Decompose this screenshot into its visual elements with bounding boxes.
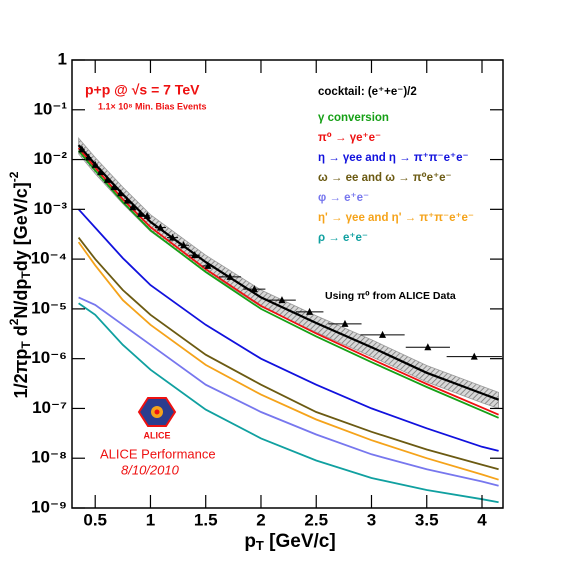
data-point	[103, 175, 111, 183]
alice-logo	[137, 397, 177, 427]
x-axis-label: pT [GeV/c]	[244, 531, 335, 553]
subtitle: 1.1× 10⁸ Min. Bias Events	[98, 101, 207, 111]
y-label-part: -2	[7, 171, 21, 182]
data-point	[250, 285, 258, 293]
data-point	[123, 196, 131, 204]
legend-entry: γ conversion	[318, 112, 389, 124]
data-point	[180, 241, 188, 249]
y-tick-label: 10⁻⁸	[31, 448, 67, 467]
series-line	[77, 237, 499, 471]
series-line	[77, 150, 499, 419]
data-point	[137, 209, 145, 217]
legend-entry: ρ → e⁺e⁻	[318, 232, 368, 244]
x-tick-label: 3	[367, 510, 376, 529]
series-line	[77, 241, 499, 481]
x-tick-label: 2	[256, 510, 265, 529]
x-label-part: T	[256, 538, 264, 553]
data-point	[97, 168, 105, 176]
data-point	[306, 307, 314, 315]
data-point	[278, 296, 286, 304]
x-tick-label: 2.5	[304, 510, 328, 529]
y-label-part: N/dp	[11, 279, 31, 319]
x-tick-label: 4	[477, 510, 487, 529]
series-line	[78, 302, 499, 504]
data-point	[191, 251, 199, 259]
y-label-part: 1/2πp	[11, 349, 31, 399]
y-tick-label: 10⁻³	[33, 199, 67, 218]
legend-entry: ω → ee and ω → π⁰e⁺e⁻	[318, 172, 452, 184]
y-tick-label: 10⁻⁴	[31, 249, 67, 268]
date-label: 8/10/2010	[121, 462, 180, 477]
x-tick-label: 1	[146, 510, 155, 529]
x-label-part: [GeV/c]	[264, 531, 336, 552]
x-tick-label: 0.5	[83, 510, 107, 529]
data-point	[341, 319, 349, 327]
legend-entry: η → γee and η → π⁺π⁻e⁺e⁻	[318, 152, 469, 164]
legend-entry: η' → γee and η' → π⁺π⁻e⁺e⁻	[318, 212, 474, 224]
y-label-part: dy [GeV/c]	[11, 182, 31, 271]
data-point	[424, 343, 432, 351]
series-line	[77, 208, 499, 452]
y-tick-label: 10⁻¹	[33, 99, 67, 118]
data-point	[117, 189, 125, 197]
data-point	[85, 153, 93, 161]
y-label-part: 2	[7, 318, 21, 325]
data-point	[129, 203, 137, 211]
x-tick-label: 1.5	[194, 510, 218, 529]
data-point	[78, 145, 86, 153]
series-line	[78, 296, 499, 487]
y-tick-label: 1	[58, 49, 67, 68]
legend-title: cocktail: (e⁺+e⁻)/2	[318, 86, 417, 98]
y-tick-label: 10⁻⁹	[31, 497, 67, 516]
y-label-part: d	[11, 325, 31, 341]
chart-title: p+p @ √s = 7 TeV	[85, 82, 200, 98]
data-point	[110, 183, 118, 191]
data-point	[156, 223, 164, 231]
data-point	[226, 272, 234, 280]
y-tick-label: 10⁻⁷	[32, 398, 67, 417]
annotation: Using π⁰ from ALICE Data	[325, 290, 456, 302]
y-label-part: T	[19, 341, 33, 349]
y-label-part: T	[19, 271, 33, 279]
data-point	[143, 211, 151, 219]
y-axis-label: 1/2πpT d2N/dpTdy [GeV/c]-2	[7, 171, 33, 398]
data-point	[91, 160, 99, 168]
y-tick-label: 10⁻⁶	[31, 348, 67, 367]
performance-label: ALICE Performance	[100, 446, 216, 461]
x-label-part: p	[244, 531, 256, 552]
y-tick-label: 10⁻⁵	[31, 298, 67, 317]
legend-entry: φ → e⁺e⁻	[318, 192, 369, 204]
plot-area	[77, 137, 502, 504]
x-tick-label: 3.5	[415, 510, 439, 529]
y-tick-label: 10⁻²	[33, 149, 67, 168]
logo-text: ALICE	[144, 430, 171, 440]
data-point	[379, 330, 387, 338]
data-point	[470, 352, 478, 360]
plot-frame	[71, 59, 504, 509]
data-point	[169, 233, 177, 241]
legend-entry: π⁰ → γe⁺e⁻	[318, 132, 381, 144]
data-point	[204, 261, 212, 269]
